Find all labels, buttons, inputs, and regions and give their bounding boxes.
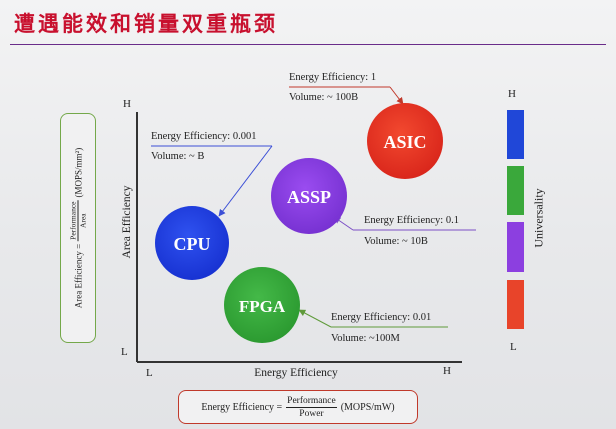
assp-volume-label: Volume: ~ 10B [364, 236, 428, 247]
y-axis-high-label: H [123, 98, 131, 110]
cpu-energy-label: Energy Efficiency: 0.001 [151, 131, 256, 142]
universality-bar-4 [507, 280, 524, 329]
universality-bar-2 [507, 166, 524, 215]
asic-volume-label: Volume: ~ 100B [289, 92, 358, 103]
cpu-node: CPU [155, 206, 229, 280]
universality-bar-1 [507, 110, 524, 159]
asic-annotation-arrow [389, 86, 404, 105]
asic-node: ASIC [367, 103, 443, 179]
universality-high-label: H [508, 88, 516, 100]
cpu-annotation-arrow [218, 145, 273, 217]
y-axis-title: Area Efficiency [121, 185, 133, 258]
energy-formula-prefix: Energy Efficiency = [201, 401, 283, 413]
cpu-label: CPU [174, 234, 211, 254]
energy-formula-unit: (MOPS/mW) [340, 401, 395, 413]
fpga-node: FPGA [224, 267, 300, 343]
cpu-circle [155, 206, 229, 280]
fpga-circle [224, 267, 300, 343]
cpu-volume-label: Volume: ~ B [151, 151, 204, 162]
area-efficiency-formula-box: Area Efficiency = Performance Area (MOPS… [60, 113, 96, 343]
asic-circle [367, 103, 443, 179]
asic-energy-label: Energy Efficiency: 1 [289, 72, 376, 83]
fpga-energy-label: Energy Efficiency: 0.01 [331, 312, 431, 323]
assp-circle [271, 158, 347, 234]
x-axis-high-label: H [443, 365, 451, 377]
energy-formula-numerator: Performance [286, 395, 337, 408]
universality-low-label: L [510, 341, 517, 353]
title-divider [10, 44, 606, 45]
assp-node: ASSP [271, 158, 347, 234]
assp-energy-label: Energy Efficiency: 0.1 [364, 215, 459, 226]
energy-efficiency-formula-box: Energy Efficiency = Performance Power (M… [178, 390, 418, 424]
universality-bar-3 [507, 222, 524, 272]
y-axis-low-label: L [121, 346, 128, 358]
universality-label: Universality [531, 188, 546, 248]
slide-title: 遭遇能效和销量双重瓶颈 [14, 12, 278, 36]
x-axis-title: Energy Efficiency [254, 367, 338, 379]
fpga-annotation-arrow [298, 309, 332, 328]
energy-formula-fraction: Performance Power [286, 395, 337, 420]
asic-label: ASIC [383, 132, 426, 152]
assp-label: ASSP [287, 187, 331, 207]
x-axis-low-label: L [146, 367, 153, 379]
fpga-volume-label: Volume: ~100M [331, 333, 400, 344]
fpga-label: FPGA [239, 297, 286, 316]
energy-formula-denominator: Power [299, 408, 324, 419]
